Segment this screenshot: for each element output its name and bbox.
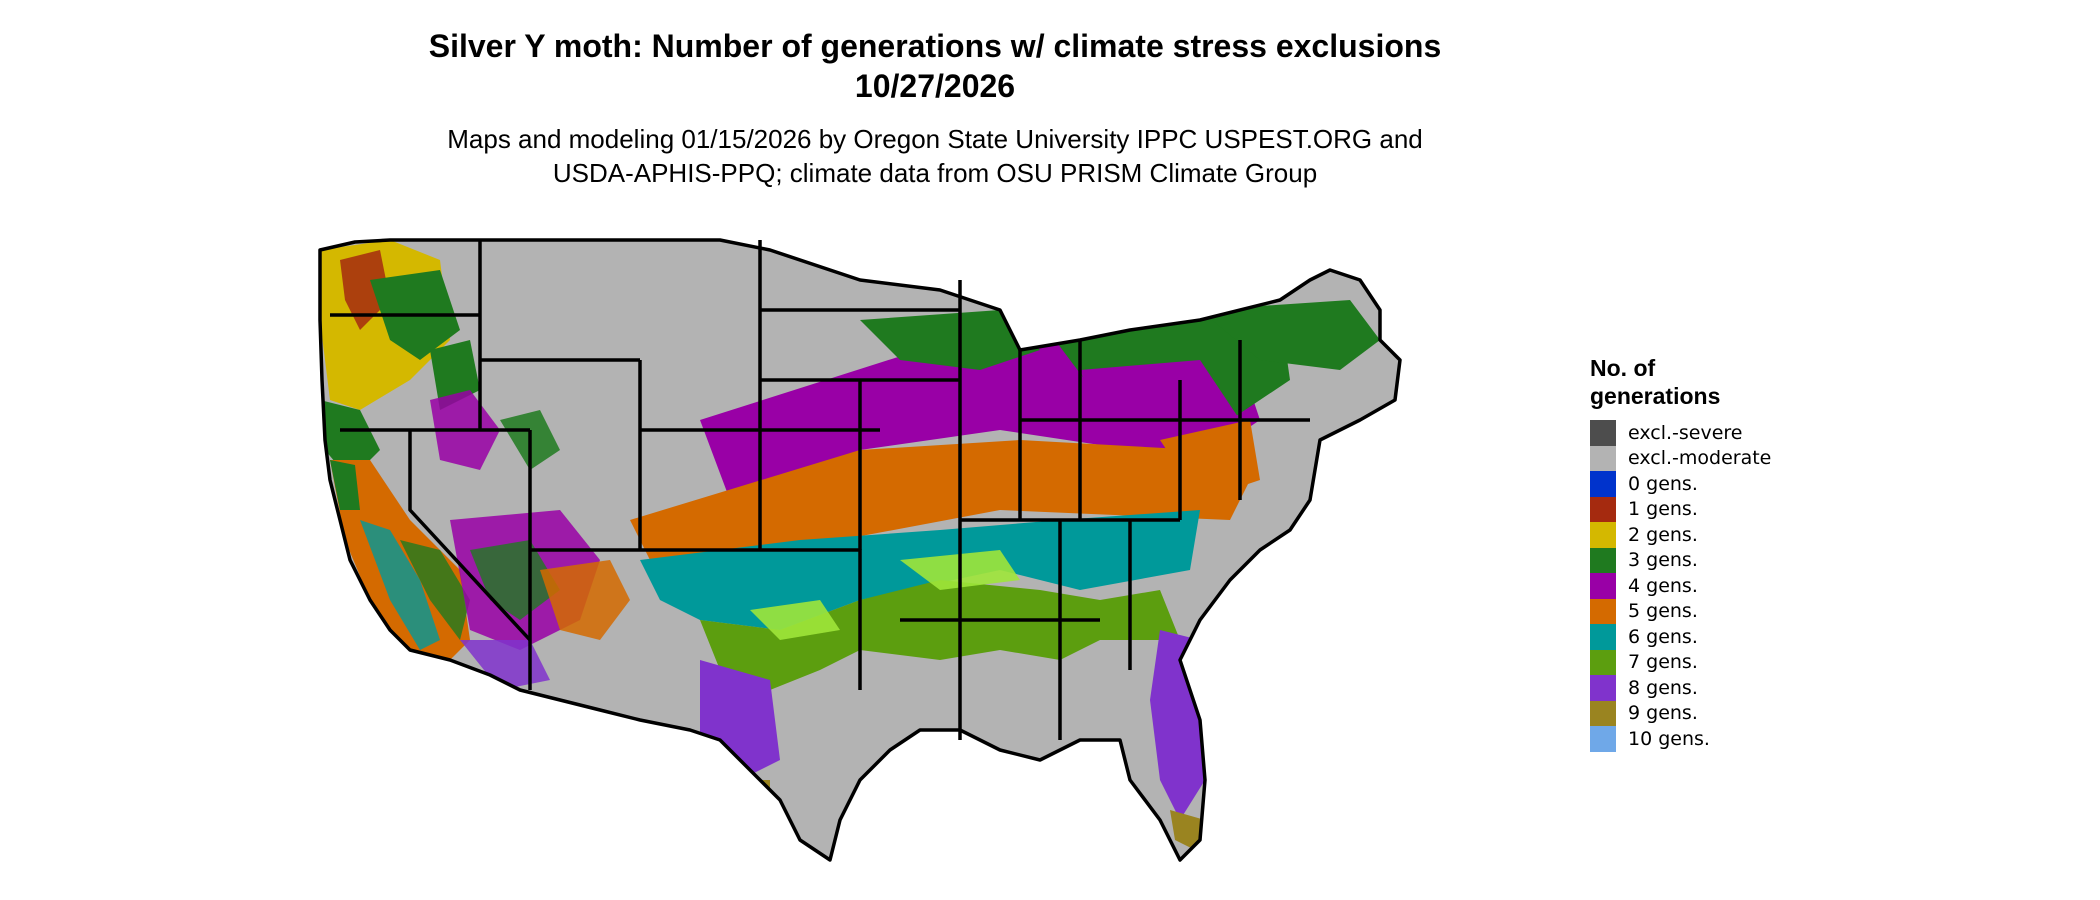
- legend-label: 8 gens.: [1628, 676, 1698, 699]
- map-title: Silver Y moth: Number of generations w/ …: [428, 28, 1442, 64]
- legend: No. of generations excl.-severe excl.-mod…: [1590, 354, 1771, 752]
- legend-label: 10 gens.: [1628, 727, 1710, 750]
- legend-items: excl.-severe excl.-moderate 0 gens. 1 gens.…: [1590, 420, 1771, 752]
- legend-title: No. of generations: [1590, 354, 1771, 410]
- legend-item: 6 gens.: [1590, 624, 1771, 650]
- legend-item: 3 gens.: [1590, 547, 1771, 573]
- legend-title-line-2: generations: [1590, 383, 1721, 409]
- legend-item: 7 gens.: [1590, 649, 1771, 675]
- legend-swatch: [1590, 471, 1616, 497]
- legend-label: 2 gens.: [1628, 523, 1698, 546]
- legend-item: 5 gens.: [1590, 598, 1771, 624]
- legend-label: 1 gens.: [1628, 498, 1698, 521]
- legend-swatch: [1590, 522, 1616, 548]
- legend-item: 4 gens.: [1590, 573, 1771, 599]
- legend-label: 3 gens.: [1628, 549, 1698, 572]
- legend-item: 9 gens.: [1590, 700, 1771, 726]
- legend-swatch: [1590, 420, 1616, 446]
- legend-label: excl.-severe: [1628, 421, 1743, 444]
- legend-item: 1 gens.: [1590, 496, 1771, 522]
- legend-item: 8 gens.: [1590, 675, 1771, 701]
- legend-item: excl.-severe: [1590, 420, 1771, 446]
- legend-label: 7 gens.: [1628, 651, 1698, 674]
- legend-swatch: [1590, 624, 1616, 650]
- legend-swatch: [1590, 675, 1616, 701]
- legend-item: 2 gens.: [1590, 522, 1771, 548]
- map-date: 10/27/2026: [854, 68, 1016, 104]
- legend-swatch: [1590, 700, 1616, 726]
- legend-swatch: [1590, 573, 1616, 599]
- legend-label: 9 gens.: [1628, 702, 1698, 725]
- legend-item: 0 gens.: [1590, 471, 1771, 497]
- legend-label: 0 gens.: [1628, 472, 1698, 495]
- legend-swatch: [1590, 649, 1616, 675]
- map-credit-line-1: Maps and modeling 01/15/2026 by Oregon S…: [447, 124, 1423, 154]
- map-credit-line-2: USDA-APHIS-PPQ; climate data from OSU PR…: [552, 158, 1318, 188]
- legend-swatch: [1590, 726, 1616, 752]
- legend-label: 6 gens.: [1628, 625, 1698, 648]
- legend-label: excl.-moderate: [1628, 447, 1772, 470]
- legend-swatch: [1590, 598, 1616, 624]
- generation-zones: [320, 240, 1400, 860]
- legend-swatch: [1590, 496, 1616, 522]
- legend-label: 5 gens.: [1628, 600, 1698, 623]
- legend-item: 10 gens.: [1590, 726, 1771, 752]
- legend-label: 4 gens.: [1628, 574, 1698, 597]
- us-generations-map: [318, 238, 1402, 862]
- state-boundaries: [318, 238, 1402, 862]
- legend-title-line-1: No. of: [1590, 355, 1656, 381]
- legend-swatch: [1590, 445, 1616, 471]
- legend-item: excl.-moderate: [1590, 445, 1772, 471]
- legend-swatch: [1590, 547, 1616, 573]
